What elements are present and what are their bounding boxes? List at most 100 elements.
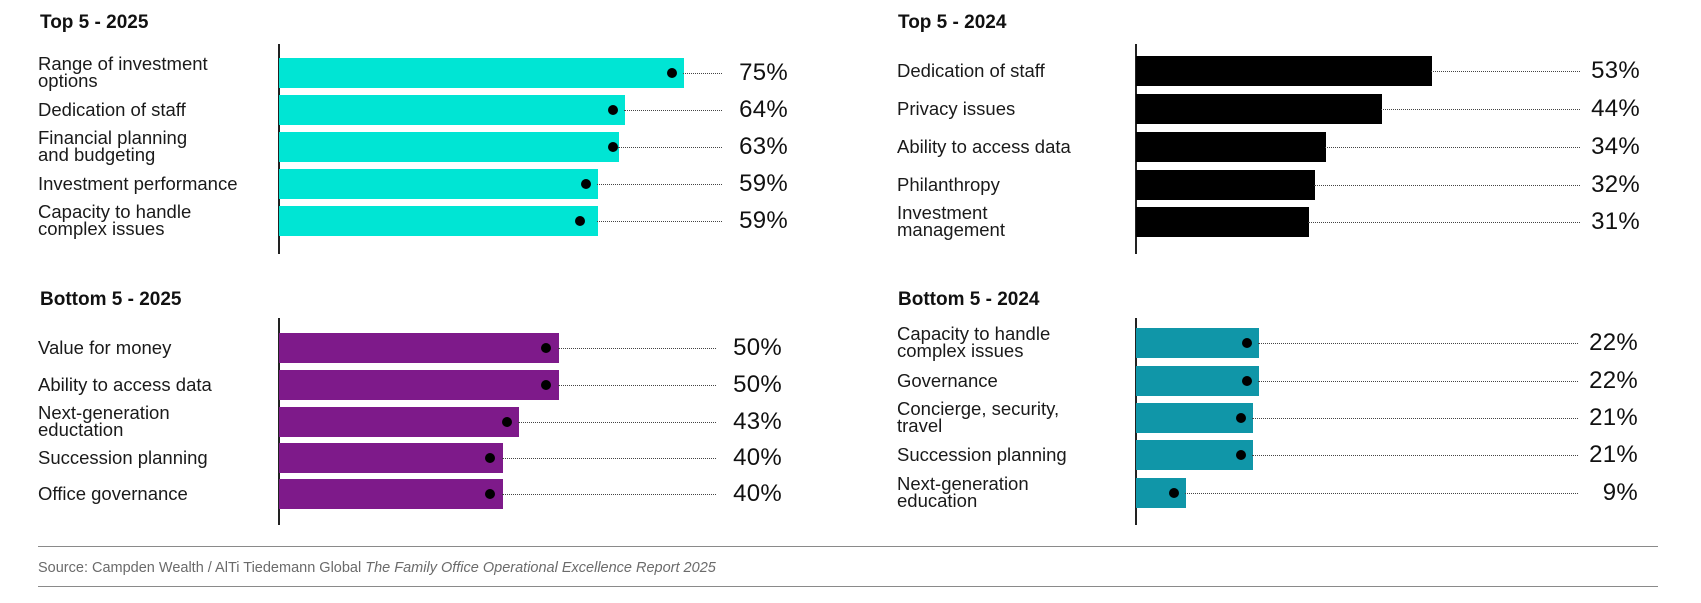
value-label: 40% [733,444,782,471]
category-label-line: Next-generation [38,402,170,423]
value-label: 22% [1589,329,1638,356]
category-label-line: management [897,219,1005,240]
bar [279,95,625,125]
source-report-title: The Family Office Operational Excellence… [365,560,716,576]
bar [1136,207,1310,237]
leader-line [557,348,716,349]
category-label: Ability to access data [38,373,212,395]
comparison-marker [580,179,591,189]
category-label: Capacity to handle complex issues [38,202,191,238]
category-label: Philanthropy [897,173,1000,195]
bar [1136,440,1254,470]
value-label: 53% [1591,57,1640,84]
comparison-marker [485,489,496,499]
category-label: Investment performance [38,172,238,194]
bar [279,443,503,473]
value-label: 64% [739,96,788,123]
leader-line [1308,222,1580,223]
category-label-line: Next-generation [897,473,1029,494]
category-label-line: options [38,70,98,91]
category-label-line: and budgeting [38,144,156,165]
value-label: 21% [1589,404,1638,431]
value-label: 34% [1591,133,1640,160]
bar [1136,94,1382,124]
leader-line [1257,343,1578,344]
y-axis-line [278,318,280,525]
value-label: 75% [739,59,788,86]
comparison-marker [541,380,552,390]
leader-line [557,385,716,386]
comparison-marker [541,343,552,353]
leader-line [1431,71,1580,72]
category-label-line: Philanthropy [897,173,1000,195]
panel-title: Top 5 - 2024 [898,12,1007,33]
value-label: 31% [1591,208,1640,235]
category-label-line: Office governance [38,482,188,504]
leader-line [501,494,716,495]
value-label: 40% [733,480,782,507]
category-label: Office governance [38,482,188,504]
category-label-line: complex issues [897,340,1024,361]
category-label-line: Range of investment [38,53,208,74]
leader-line [596,221,722,222]
source-prefix: Source: Campden Wealth / AlTi Tiedemann … [38,560,366,576]
leader-line [618,147,722,148]
value-label: 44% [1591,95,1640,122]
panel-title: Bottom 5 - 2024 [898,289,1040,310]
category-label-line: travel [897,415,943,436]
category-label: Financial planning and budgeting [38,127,188,165]
comparison-marker [607,105,618,115]
value-label: 59% [739,170,788,197]
panel-title: Top 5 - 2025 [40,12,149,33]
category-label-line: Ability to access data [38,373,212,395]
bar [1136,132,1327,162]
bar [279,370,559,400]
category-label-line: Investment [897,202,988,223]
category-label-line: Succession planning [38,446,208,468]
bar [279,169,598,199]
value-label: 21% [1589,441,1638,468]
leader-line [1257,381,1578,382]
category-label: Succession planning [38,446,208,468]
comparison-marker [1236,413,1247,423]
bar [279,206,598,236]
category-label-line: education [897,490,978,511]
leader-line [1185,493,1578,494]
bar [279,479,503,509]
leader-line [1313,185,1580,186]
category-label-line: Ability to access data [897,135,1071,157]
leader-line [1252,455,1578,456]
comparison-marker [1236,450,1247,460]
bar [279,407,520,437]
value-label: 43% [733,408,782,435]
category-label-line: Privacy issues [897,97,1016,119]
category-label: Capacity to handle complex issues [897,323,1051,361]
bar [1136,328,1259,358]
source-note: Source: Campden Wealth / AlTi Tiedemann … [38,560,716,576]
category-label-line: Dedication of staff [897,59,1045,81]
comparison-marker [1241,338,1252,348]
source-top-rule [38,546,1658,547]
comparison-marker [502,417,513,427]
leader-line [623,110,722,111]
category-label: Value for money [38,338,171,357]
category-label: Governance [897,371,998,390]
leader-line [596,184,722,185]
value-label: 32% [1591,171,1640,198]
category-label: Ability to access data [897,135,1071,157]
category-label-line: Financial planning [38,127,188,148]
category-label: Dedication of staff [897,59,1045,81]
category-label-line: Capacity to handle [897,323,1051,344]
leader-line [1380,109,1580,110]
comparison-marker [1169,488,1180,498]
bar [1136,403,1254,433]
leader-line [1252,418,1578,419]
comparison-marker [607,142,618,152]
source-bottom-rule [38,586,1658,587]
comparison-marker [1241,376,1252,386]
value-label: 63% [739,133,788,160]
category-label-line: Investment performance [38,172,238,194]
bar [279,58,684,88]
value-label: 22% [1589,367,1638,394]
comparison-marker [667,68,678,78]
